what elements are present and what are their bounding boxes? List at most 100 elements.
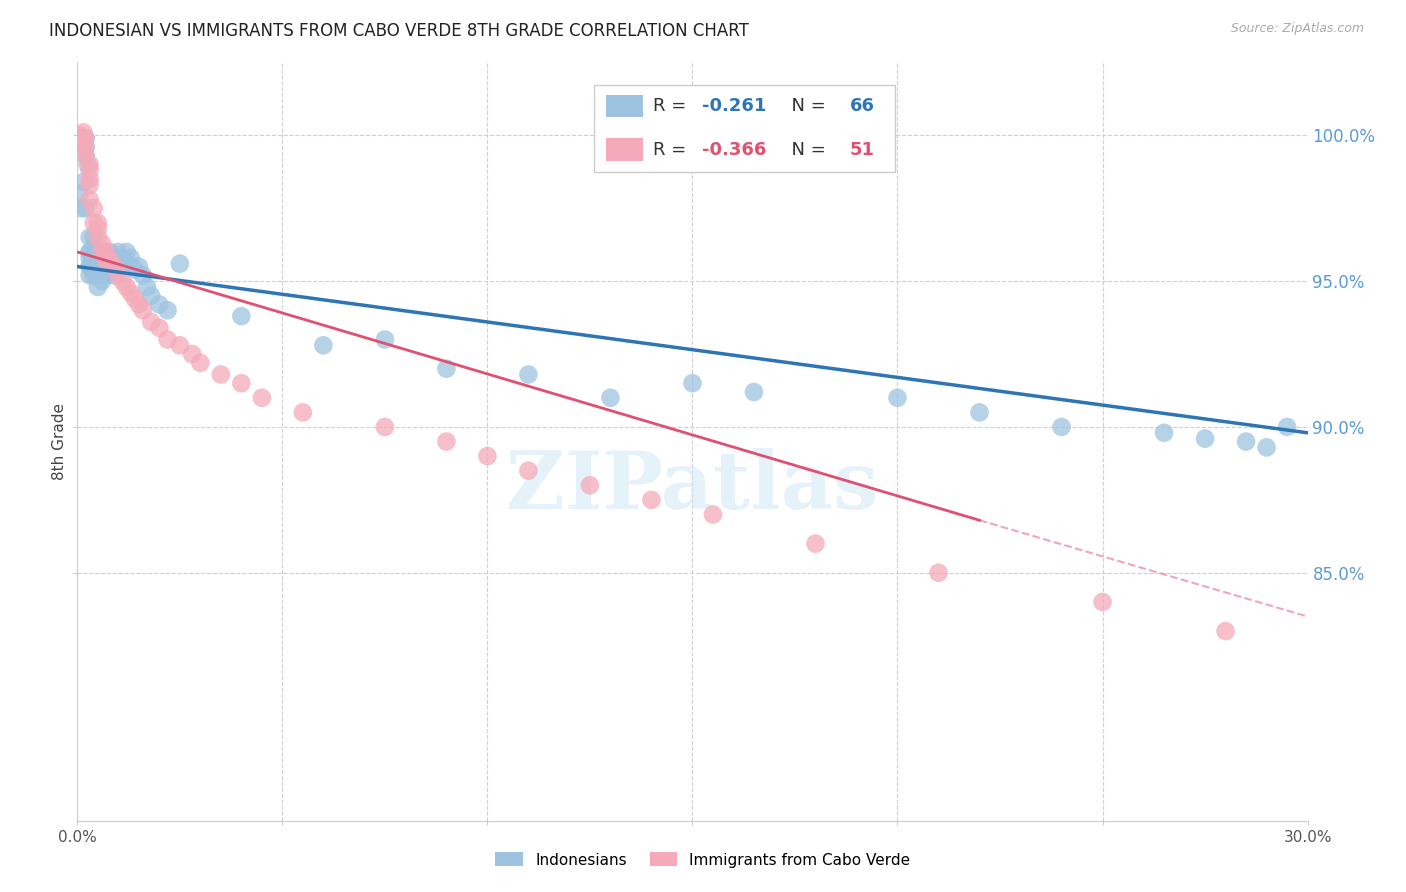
Point: [83, 201, 105, 215]
Point: [436, 361, 458, 376]
Text: N =: N =: [780, 97, 831, 115]
Point: [87, 280, 110, 294]
Point: [94, 244, 117, 259]
Point: [79, 260, 101, 274]
Point: [87, 221, 110, 235]
Point: [291, 405, 314, 419]
Point: [132, 268, 155, 283]
Point: [1215, 624, 1237, 639]
Point: [477, 449, 499, 463]
Point: [1275, 420, 1298, 434]
Text: -0.366: -0.366: [703, 141, 766, 159]
Point: [111, 274, 134, 288]
Point: [804, 536, 827, 550]
Point: [886, 391, 908, 405]
Point: [1153, 425, 1175, 440]
Point: [374, 420, 396, 434]
Text: 66: 66: [851, 97, 875, 115]
Point: [103, 251, 125, 265]
Point: [79, 244, 101, 259]
Point: [374, 333, 396, 347]
Point: [640, 492, 662, 507]
Point: [79, 193, 101, 207]
Point: [181, 347, 204, 361]
Point: [94, 253, 117, 268]
Point: [79, 172, 101, 186]
Point: [75, 131, 97, 145]
Point: [94, 268, 117, 283]
Point: [124, 262, 146, 277]
FancyBboxPatch shape: [595, 85, 896, 172]
Point: [70, 140, 93, 154]
Point: [72, 175, 94, 189]
Point: [312, 338, 335, 352]
Point: [107, 268, 129, 283]
Point: [579, 478, 602, 492]
Point: [1194, 432, 1216, 446]
Point: [87, 268, 110, 283]
Point: [70, 134, 93, 148]
Point: [76, 157, 98, 171]
Point: [98, 262, 121, 277]
Point: [79, 178, 101, 192]
Text: R =: R =: [654, 141, 692, 159]
Point: [517, 464, 540, 478]
Point: [70, 131, 93, 145]
Point: [136, 280, 159, 294]
Point: [98, 244, 121, 259]
Point: [188, 356, 212, 370]
Point: [128, 260, 150, 274]
Point: [115, 244, 138, 259]
Text: 51: 51: [851, 141, 875, 159]
Point: [79, 230, 101, 244]
Bar: [606, 138, 644, 161]
Point: [75, 149, 97, 163]
Point: [156, 303, 179, 318]
Point: [67, 128, 90, 143]
Point: [702, 508, 724, 522]
Point: [141, 289, 163, 303]
Text: INDONESIAN VS IMMIGRANTS FROM CABO VERDE 8TH GRADE CORRELATION CHART: INDONESIAN VS IMMIGRANTS FROM CABO VERDE…: [49, 22, 749, 40]
Point: [75, 201, 97, 215]
Point: [124, 292, 146, 306]
Point: [79, 251, 101, 265]
Point: [1050, 420, 1073, 434]
Text: N =: N =: [780, 141, 831, 159]
Point: [83, 268, 105, 283]
Text: ZIPatlas: ZIPatlas: [506, 448, 879, 526]
Point: [75, 131, 97, 145]
Legend: Indonesians, Immigrants from Cabo Verde: Indonesians, Immigrants from Cabo Verde: [489, 847, 917, 873]
Point: [67, 186, 90, 201]
Point: [72, 125, 94, 139]
Point: [87, 216, 110, 230]
Point: [209, 368, 232, 382]
Point: [132, 303, 155, 318]
Point: [103, 260, 125, 274]
Point: [169, 257, 191, 271]
Point: [1091, 595, 1114, 609]
Point: [87, 230, 110, 244]
Point: [128, 297, 150, 311]
Point: [75, 140, 97, 154]
Point: [111, 251, 134, 265]
Point: [231, 309, 253, 323]
Point: [103, 268, 125, 283]
Point: [90, 236, 114, 251]
Point: [72, 134, 94, 148]
Point: [83, 251, 105, 265]
Point: [250, 391, 273, 405]
Point: [107, 244, 129, 259]
Text: R =: R =: [654, 97, 692, 115]
Point: [120, 251, 142, 265]
Point: [148, 297, 170, 311]
Point: [107, 260, 129, 274]
Point: [87, 257, 110, 271]
Point: [115, 280, 138, 294]
Point: [141, 315, 163, 329]
Point: [599, 391, 621, 405]
Text: Source: ZipAtlas.com: Source: ZipAtlas.com: [1230, 22, 1364, 36]
Point: [969, 405, 991, 419]
Point: [90, 251, 114, 265]
Point: [79, 260, 101, 274]
Text: -0.261: -0.261: [703, 97, 766, 115]
